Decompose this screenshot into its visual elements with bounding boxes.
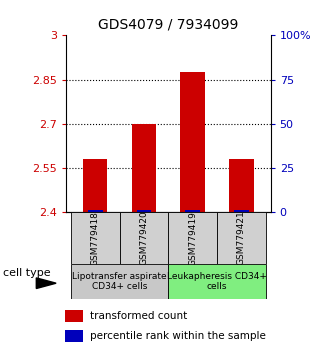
Bar — [168, 264, 266, 299]
Text: GSM779418: GSM779418 — [91, 211, 100, 266]
Text: percentile rank within the sample: percentile rank within the sample — [90, 331, 266, 341]
Bar — [137, 210, 151, 212]
Title: GDS4079 / 7934099: GDS4079 / 7934099 — [98, 17, 239, 32]
Bar — [168, 212, 217, 264]
Bar — [181, 72, 205, 212]
Text: cell type: cell type — [3, 268, 51, 278]
Bar — [83, 159, 107, 212]
Bar — [65, 310, 82, 322]
Text: Lipotransfer aspirate
CD34+ cells: Lipotransfer aspirate CD34+ cells — [72, 272, 167, 291]
Text: GSM779419: GSM779419 — [188, 211, 197, 266]
Bar — [71, 264, 168, 299]
Bar — [234, 210, 249, 212]
Text: GSM779420: GSM779420 — [140, 211, 148, 266]
Bar — [185, 210, 200, 212]
Bar — [88, 210, 103, 212]
Text: transformed count: transformed count — [90, 311, 187, 321]
Text: Leukapheresis CD34+
cells: Leukapheresis CD34+ cells — [167, 272, 267, 291]
Bar — [132, 124, 156, 212]
Bar — [217, 212, 266, 264]
Bar — [119, 212, 168, 264]
Polygon shape — [36, 278, 56, 289]
Bar — [229, 159, 253, 212]
Bar — [65, 330, 82, 342]
Text: GSM779421: GSM779421 — [237, 211, 246, 266]
Bar — [71, 212, 119, 264]
